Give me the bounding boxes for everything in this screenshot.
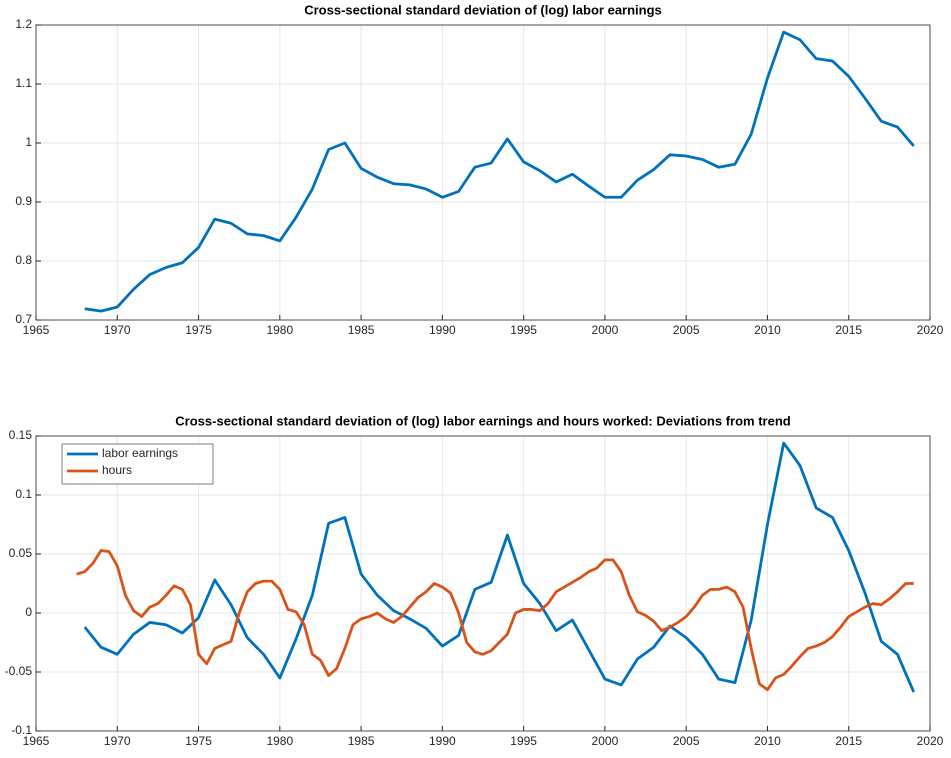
- x-tick-label: 1985: [348, 734, 375, 748]
- x-tick-label: 1995: [510, 734, 537, 748]
- chart-title: Cross-sectional standard deviation of (l…: [175, 413, 790, 428]
- x-tick-label: 2010: [754, 734, 781, 748]
- x-tick-label: 2020: [917, 323, 944, 337]
- y-tick-label: 1.1: [15, 76, 32, 90]
- x-tick-label: 1995: [510, 323, 537, 337]
- x-tick-label: 1990: [429, 734, 456, 748]
- x-tick-label: 1985: [348, 323, 375, 337]
- y-tick-label: -0.05: [5, 664, 33, 678]
- plot-area: [36, 25, 930, 320]
- x-tick-label: 2010: [754, 323, 781, 337]
- x-tick-label: 1980: [266, 734, 293, 748]
- x-tick-label: 2005: [673, 734, 700, 748]
- legend-label: hours: [102, 463, 132, 477]
- y-tick-label: 0: [25, 605, 32, 619]
- x-tick-label: 2005: [673, 323, 700, 337]
- x-tick-label: 1975: [185, 323, 212, 337]
- x-tick-label: 1965: [23, 323, 50, 337]
- legend: labor earnings hours: [61, 443, 214, 485]
- y-tick-label: 0.9: [15, 194, 32, 208]
- x-tick-label: 1970: [104, 734, 131, 748]
- data-line: [76, 549, 914, 692]
- data-line: [83, 441, 916, 693]
- legend-box: [61, 443, 214, 485]
- y-tick-label: 0.8: [15, 253, 32, 267]
- x-tick-label: 1970: [104, 323, 131, 337]
- x-tick-label: 1990: [429, 323, 456, 337]
- y-tick-label: -0.1: [11, 723, 32, 737]
- x-tick-label: 2000: [592, 734, 619, 748]
- y-tick-label: 0.05: [9, 546, 33, 560]
- axes-box: [35, 24, 931, 321]
- x-tick-label: 2015: [835, 734, 862, 748]
- x-tick-label: 1965: [23, 734, 50, 748]
- axes-box: [35, 435, 931, 732]
- legend-label: labor earnings: [102, 446, 178, 460]
- x-tick-label: 1980: [266, 323, 293, 337]
- plot-area: [36, 436, 930, 731]
- x-tick-label: 2000: [592, 323, 619, 337]
- chart-title: Cross-sectional standard deviation of (l…: [304, 2, 662, 17]
- y-tick-label: 0.1: [15, 487, 32, 501]
- y-tick-label: 0.15: [9, 428, 33, 442]
- x-tick-label: 2020: [917, 734, 944, 748]
- y-tick-label: 1.2: [15, 17, 32, 31]
- y-tick-label: 1: [25, 135, 32, 149]
- x-tick-label: 1975: [185, 734, 212, 748]
- y-tick-label: 0.7: [15, 312, 32, 326]
- x-tick-label: 2015: [835, 323, 862, 337]
- data-line: [84, 30, 915, 313]
